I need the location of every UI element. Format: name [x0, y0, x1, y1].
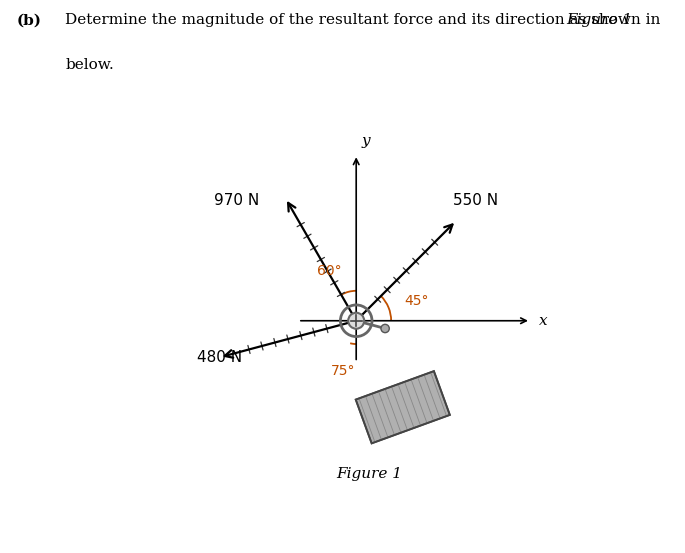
Polygon shape	[356, 371, 450, 444]
Text: 60°: 60°	[317, 264, 342, 278]
Text: 550 N: 550 N	[453, 194, 499, 208]
Text: 45°: 45°	[404, 294, 428, 308]
Text: Figure 1: Figure 1	[566, 13, 632, 27]
Text: below.: below.	[65, 58, 114, 71]
Text: y: y	[361, 134, 370, 148]
Text: (b): (b)	[17, 13, 42, 27]
Circle shape	[348, 313, 364, 328]
Text: x: x	[539, 314, 548, 328]
Text: 480 N: 480 N	[197, 350, 242, 365]
Text: Determine the magnitude of the resultant force and its direction as shown in: Determine the magnitude of the resultant…	[65, 13, 665, 27]
Circle shape	[381, 324, 389, 333]
Text: Figure 1: Figure 1	[336, 467, 403, 481]
Text: 970 N: 970 N	[214, 194, 259, 208]
Text: 75°: 75°	[331, 364, 355, 378]
